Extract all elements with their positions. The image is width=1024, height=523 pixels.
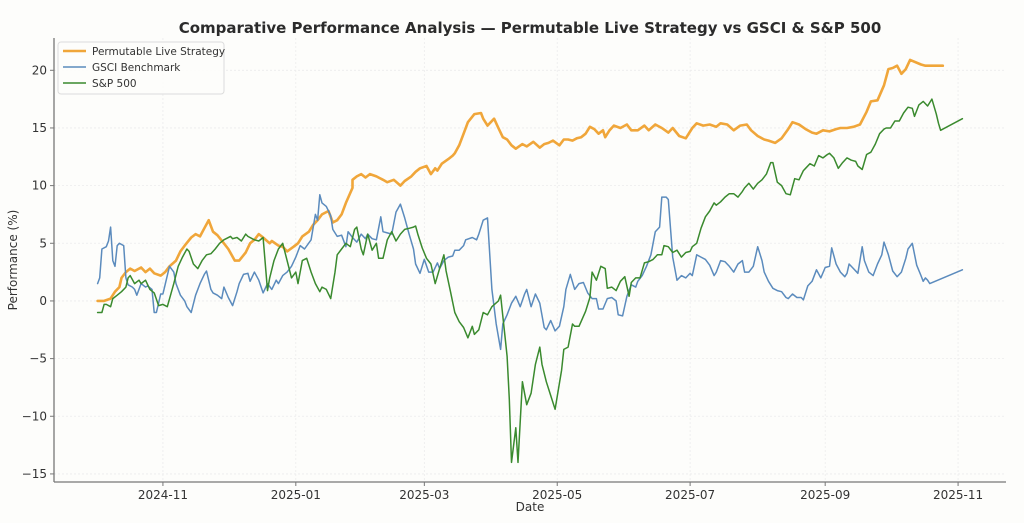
x-tick-label: 2025-09	[800, 488, 850, 502]
series-layer	[96, 58, 964, 464]
x-tick-label: 2025-05	[532, 488, 582, 502]
x-tick-label: 2025-01	[271, 488, 321, 502]
series-line-sp500	[96, 98, 964, 464]
x-tick-label: 2025-03	[399, 488, 449, 502]
legend-box	[57, 41, 225, 95]
axes	[53, 38, 1006, 483]
x-tick-label: 2024-11	[138, 488, 188, 502]
y-tick-label: 5	[39, 236, 47, 250]
y-tick-label: 15	[32, 121, 47, 135]
y-tick-label: −10	[22, 409, 47, 423]
series-line-gsci	[96, 194, 964, 351]
x-ticks: 2024-11 2025-01 2025-03 2025-05 2025-07 2025-…	[138, 482, 983, 502]
y-tick-label: 10	[32, 179, 47, 193]
y-tick-label: 0	[39, 294, 47, 308]
y-tick-label: 20	[32, 63, 47, 77]
x-tick-label: 2025-11	[933, 488, 983, 502]
legend-label-gsci: GSCI Benchmark	[92, 62, 181, 74]
x-tick-label: 2025-07	[665, 488, 715, 502]
y-tick-label: −5	[29, 352, 47, 366]
y-axis-label: Performance (%)	[6, 210, 20, 311]
legend-label-sp500: S&P 500	[92, 78, 137, 90]
y-tick-label: −15	[22, 467, 47, 481]
legend-item-permutable: Permutable Live Strategy	[63, 46, 225, 58]
legend-item-gsci: GSCI Benchmark	[63, 62, 181, 74]
chart-title: Comparative Performance Analysis — Permu…	[179, 19, 882, 37]
legend: Permutable Live Strategy GSCI Benchmark …	[57, 41, 225, 95]
grid-lines	[54, 38, 1006, 482]
legend-item-sp500: S&P 500	[63, 78, 137, 90]
y-ticks: 20 15 10 5 0 −5 −10 −15	[22, 63, 54, 481]
series-line-permutable	[96, 58, 945, 303]
legend-label-permutable: Permutable Live Strategy	[92, 46, 225, 58]
x-axis-label: Date	[516, 500, 545, 514]
